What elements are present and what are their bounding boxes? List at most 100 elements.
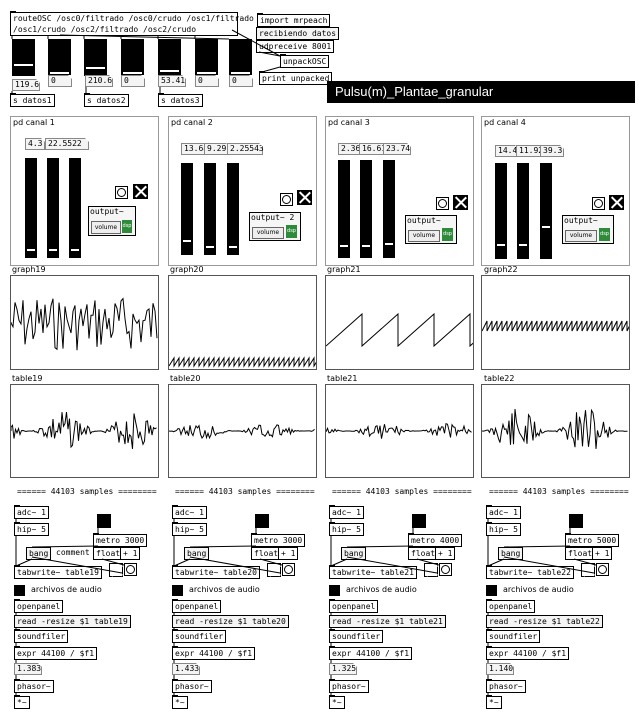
canal1-num-1[interactable]: 4.3	[25, 138, 45, 150]
plus-one-object[interactable]: + 1	[592, 546, 613, 560]
canal2-slider-2[interactable]	[204, 163, 216, 255]
canal4-volume[interactable]: volume	[565, 230, 597, 242]
canal4-slider-3[interactable]	[540, 163, 552, 259]
phasor-object[interactable]: phasor~	[14, 679, 54, 693]
table-array-3[interactable]	[325, 384, 474, 478]
plus-one-object[interactable]: + 1	[278, 546, 299, 560]
canal2-output[interactable]: output~ 2 volume dsp	[249, 212, 301, 241]
canal3-dsp[interactable]: dsp	[442, 228, 453, 241]
canal4-slider-2[interactable]	[517, 163, 529, 259]
plus-one-object[interactable]: + 1	[120, 546, 141, 560]
adc-object[interactable]: adc~ 1	[172, 505, 207, 519]
table-array-1[interactable]	[10, 384, 159, 478]
adc-object[interactable]: adc~ 1	[14, 505, 49, 519]
read-resize-message[interactable]: read -resize $1 table21	[329, 615, 446, 628]
canal3-toggle[interactable]	[453, 195, 468, 210]
canal1-slider-3[interactable]	[69, 158, 81, 258]
adc-object[interactable]: adc~ 1	[329, 505, 364, 519]
record-toggle[interactable]	[109, 563, 123, 577]
openpanel-object[interactable]: openpanel	[172, 599, 222, 613]
canal2-bang[interactable]	[280, 193, 293, 206]
graph-array-4[interactable]	[481, 275, 630, 370]
expr-object[interactable]: expr 44100 / $f1	[486, 646, 570, 660]
openpanel-object[interactable]: openpanel	[486, 599, 536, 613]
record-bang[interactable]	[596, 563, 609, 576]
recibiendo-datos-message[interactable]: recibiendo datos	[256, 27, 340, 40]
record-bang[interactable]	[124, 563, 137, 576]
expr-object[interactable]: expr 44100 / $f1	[172, 646, 256, 660]
graph-array-3[interactable]	[325, 275, 474, 370]
header-slider-2[interactable]	[48, 39, 71, 76]
canal2-volume[interactable]: volume	[252, 227, 284, 239]
plus-one-object[interactable]: + 1	[435, 546, 456, 560]
phasor-object[interactable]: phasor~	[486, 679, 526, 693]
send-datos2-object[interactable]: s datos2	[84, 93, 129, 107]
multiply-object[interactable]: *~	[172, 695, 188, 709]
adc-object[interactable]: adc~ 1	[486, 505, 521, 519]
header-number-3[interactable]: 210.6	[85, 75, 113, 87]
canal1-slider-1[interactable]	[25, 158, 37, 258]
frequency-number[interactable]: 1.383	[14, 663, 42, 675]
canal3-bang[interactable]	[436, 197, 449, 210]
openpanel-object[interactable]: openpanel	[14, 599, 64, 613]
record-bang[interactable]	[282, 563, 295, 576]
header-number-6[interactable]: 0	[195, 75, 219, 87]
table-array-4[interactable]	[481, 384, 630, 478]
canal1-slider-2[interactable]	[47, 158, 59, 258]
canal1-output[interactable]: output~ volume dsp	[88, 206, 136, 236]
header-slider-1[interactable]	[12, 39, 35, 76]
canal3-slider-3[interactable]	[383, 160, 395, 258]
read-resize-message[interactable]: read -resize $1 table19	[14, 615, 131, 628]
phasor-object[interactable]: phasor~	[329, 679, 369, 693]
tabwrite-object[interactable]: tabwrite~ table20	[172, 565, 260, 579]
header-number-1[interactable]: 119.6	[12, 79, 40, 91]
graph-array-2[interactable]	[168, 275, 317, 370]
canal3-num-3[interactable]: 23.74	[383, 143, 411, 155]
hip-object[interactable]: hip~ 5	[486, 522, 521, 536]
udpreceive-object[interactable]: udpreceive 8001	[256, 39, 335, 53]
hip-object[interactable]: hip~ 5	[14, 522, 49, 536]
canal3-slider-1[interactable]	[338, 160, 350, 258]
canal2-num-3[interactable]: 2.25543	[227, 143, 264, 155]
canal1-toggle[interactable]	[133, 184, 148, 199]
canal1-dsp[interactable]: dsp	[122, 220, 132, 233]
canal3-output[interactable]: output~ volume dsp	[405, 215, 457, 244]
float-object[interactable]: float	[93, 546, 124, 560]
graph-array-1[interactable]	[10, 275, 159, 370]
record-toggle[interactable]	[267, 563, 281, 577]
multiply-object[interactable]: *~	[329, 695, 345, 709]
canal4-toggle[interactable]	[609, 195, 624, 210]
tabwrite-object[interactable]: tabwrite~ table22	[486, 565, 574, 579]
canal3-volume[interactable]: volume	[408, 230, 440, 242]
phasor-object[interactable]: phasor~	[172, 679, 212, 693]
soundfiler-object[interactable]: soundfiler	[14, 629, 69, 643]
canal4-output[interactable]: output~ volume dsp	[562, 215, 614, 244]
canal2-slider-1[interactable]	[181, 163, 193, 255]
openpanel-object[interactable]: openpanel	[329, 599, 379, 613]
expr-object[interactable]: expr 44100 / $f1	[14, 646, 98, 660]
multiply-object[interactable]: *~	[486, 695, 502, 709]
canal2-dsp[interactable]: dsp	[286, 225, 297, 238]
expr-object[interactable]: expr 44100 / $f1	[329, 646, 413, 660]
canal1-num-2[interactable]: 22.5522	[45, 138, 89, 150]
float-object[interactable]: float	[408, 546, 439, 560]
header-number-5[interactable]: 53.41	[158, 75, 186, 87]
send-datos3-object[interactable]: s datos3	[158, 93, 203, 107]
record-toggle[interactable]	[424, 563, 438, 577]
header-number-4[interactable]: 0	[121, 75, 145, 87]
soundfiler-object[interactable]: soundfiler	[329, 629, 384, 643]
canal1-bang[interactable]	[115, 186, 128, 199]
canal2-slider-3[interactable]	[227, 163, 239, 255]
soundfiler-object[interactable]: soundfiler	[486, 629, 541, 643]
header-number-2[interactable]: 0	[48, 75, 72, 87]
frequency-number[interactable]: 1.433	[172, 663, 200, 675]
header-number-7[interactable]: 0	[229, 75, 253, 87]
header-slider-6[interactable]	[195, 39, 218, 76]
read-resize-message[interactable]: read -resize $1 table20	[172, 615, 289, 628]
send-datos1-object[interactable]: s datos1	[10, 93, 55, 107]
canal1-volume[interactable]: volume	[91, 221, 121, 234]
route-osc-object[interactable]: routeOSC /osc0/filtrado /osc0/crudo /osc…	[10, 11, 254, 36]
canal4-bang[interactable]	[592, 197, 605, 210]
import-object[interactable]: import mrpeach	[257, 13, 331, 27]
frequency-number[interactable]: 1.140	[486, 663, 514, 675]
